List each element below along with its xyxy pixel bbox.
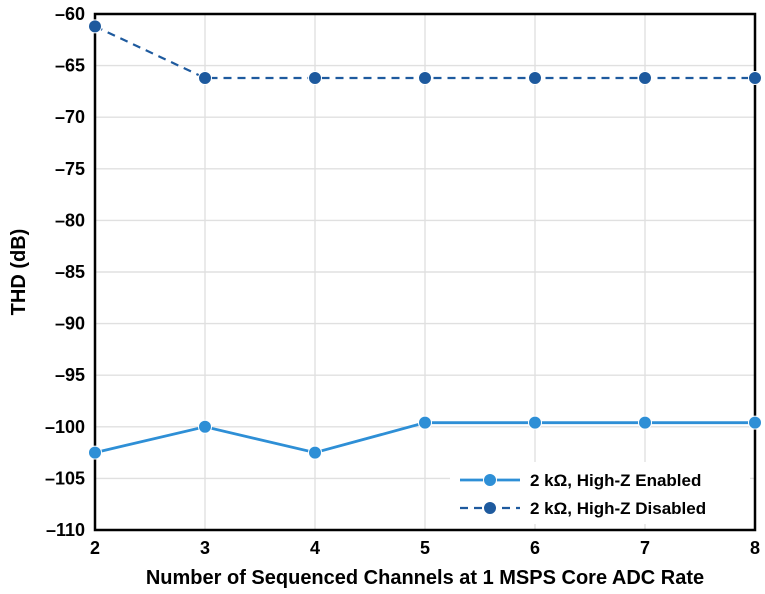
series-marker-highz_enabled bbox=[749, 416, 762, 429]
series-marker-highz_disabled bbox=[89, 20, 102, 33]
series-marker-highz_disabled bbox=[529, 71, 542, 84]
y-tick-label: –105 bbox=[45, 468, 85, 488]
y-tick-label: –70 bbox=[55, 107, 85, 127]
x-tick-label: 8 bbox=[750, 538, 760, 558]
series-marker-highz_enabled bbox=[199, 420, 212, 433]
series-marker-highz_disabled bbox=[309, 71, 322, 84]
x-tick-label: 5 bbox=[420, 538, 430, 558]
legend-label: 2 kΩ, High-Z Disabled bbox=[530, 499, 706, 518]
series-marker-highz_disabled bbox=[639, 71, 652, 84]
x-tick-label: 4 bbox=[310, 538, 320, 558]
y-tick-label: –95 bbox=[55, 365, 85, 385]
y-tick-label: –75 bbox=[55, 159, 85, 179]
x-tick-label: 2 bbox=[90, 538, 100, 558]
x-tick-label: 7 bbox=[640, 538, 650, 558]
series-marker-highz_enabled bbox=[639, 416, 652, 429]
y-tick-label: –90 bbox=[55, 314, 85, 334]
series-marker-highz_enabled bbox=[419, 416, 432, 429]
x-axis-label: Number of Sequenced Channels at 1 MSPS C… bbox=[146, 567, 704, 589]
y-tick-label: –80 bbox=[55, 210, 85, 230]
series-marker-highz_enabled bbox=[529, 416, 542, 429]
series-marker-highz_enabled bbox=[89, 446, 102, 459]
y-tick-label: –100 bbox=[45, 417, 85, 437]
legend: 2 kΩ, High-Z Enabled 2 kΩ, High-Z Disable… bbox=[450, 462, 750, 524]
series-marker-highz_disabled bbox=[749, 71, 762, 84]
thd-chart: 2 3 4 5 6 7 8 –60 –65 –70 –75 –80 –85 –90 –95 –100 –105 –… bbox=[0, 0, 765, 594]
series-marker-highz_disabled bbox=[419, 71, 432, 84]
y-tick-label: –60 bbox=[55, 4, 85, 24]
series-marker-highz_enabled bbox=[309, 446, 322, 459]
y-tick-label: –65 bbox=[55, 56, 85, 76]
y-axis-label: THD (dB) bbox=[8, 229, 30, 316]
x-tick-label: 6 bbox=[530, 538, 540, 558]
x-tick-label: 3 bbox=[200, 538, 210, 558]
y-tick-label: –85 bbox=[55, 262, 85, 282]
y-tick-label: –110 bbox=[46, 520, 85, 540]
legend-label: 2 kΩ, High-Z Enabled bbox=[530, 471, 701, 490]
series-marker-highz_disabled bbox=[199, 71, 212, 84]
